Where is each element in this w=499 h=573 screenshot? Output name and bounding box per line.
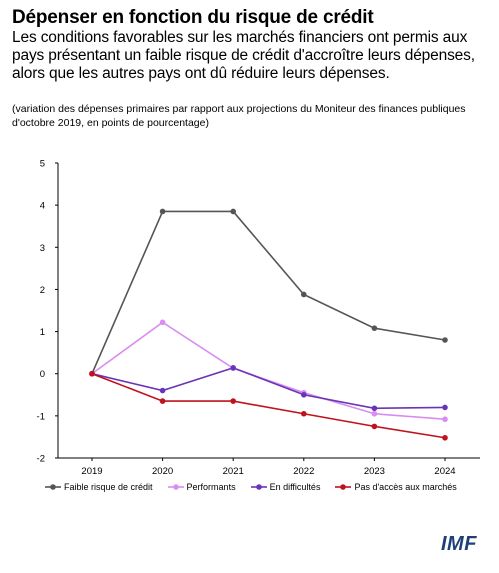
x-tick-label: 2023 (364, 466, 385, 477)
y-tick-label: 4 (40, 201, 45, 212)
chart-subtitle: Les conditions favorables sur les marché… (12, 29, 475, 82)
legend-swatch (250, 484, 267, 490)
legend-swatch (167, 484, 184, 490)
legend-label: Performants (186, 482, 236, 492)
x-tick-label: 2019 (81, 466, 102, 477)
data-point (159, 387, 166, 394)
legend-label: Faible risque de crédit (64, 482, 153, 492)
x-tick-label: 2022 (293, 466, 314, 477)
data-point (371, 405, 378, 412)
data-point (230, 208, 236, 215)
legend-label: En difficultés (269, 482, 321, 492)
y-tick-label: 0 (40, 369, 45, 380)
legend-item: Performants (167, 482, 236, 492)
chart-legend: Faible risque de crédit Performants En dif… (44, 482, 457, 492)
x-tick-label: 2020 (152, 466, 173, 477)
legend-swatch (45, 484, 61, 490)
data-point (371, 325, 378, 331)
y-tick-label: 5 (40, 159, 45, 170)
y-tick-label: 3 (40, 243, 45, 254)
data-point (301, 410, 307, 417)
series-line-2 (91, 366, 446, 410)
legend-swatch (335, 484, 352, 490)
data-point (159, 208, 166, 215)
legend-item: En difficultés (250, 482, 321, 492)
series-line-1 (91, 321, 446, 421)
data-point (301, 291, 307, 298)
x-tick-label: 2024 (434, 466, 455, 477)
legend-label: Pas d'accès aux marchés (354, 482, 457, 492)
data-point (371, 410, 378, 417)
data-point (442, 434, 448, 441)
line-chart: -2 -1 0 1 2 3 4 5 2019 2020 2021 2022 2023 2024 (37, 159, 480, 477)
data-point (371, 423, 378, 430)
data-point (442, 337, 448, 343)
x-tick-label: 2021 (223, 466, 244, 477)
series-line-3 (91, 372, 446, 439)
data-point (442, 416, 448, 423)
series-line-0 (91, 210, 446, 375)
data-point (159, 319, 166, 326)
imf-logo: IMF (441, 533, 477, 555)
y-tick-label: -2 (37, 454, 45, 465)
data-point (301, 391, 307, 398)
y-tick-label: 2 (40, 285, 45, 296)
chart-note: (variation des dépenses primaires par ra… (12, 103, 466, 129)
legend-item: Faible risque de crédit (44, 482, 153, 492)
y-tick-label: -1 (37, 411, 45, 422)
chart-title: Dépenser en fonction du risque de crédit (12, 7, 374, 28)
y-tick-label: 1 (40, 327, 45, 338)
data-point (159, 398, 166, 404)
data-point (442, 404, 448, 411)
data-point (230, 398, 236, 404)
data-point (89, 370, 95, 377)
legend-item: Pas d'accès aux marchés (334, 482, 457, 492)
data-point (230, 365, 236, 371)
